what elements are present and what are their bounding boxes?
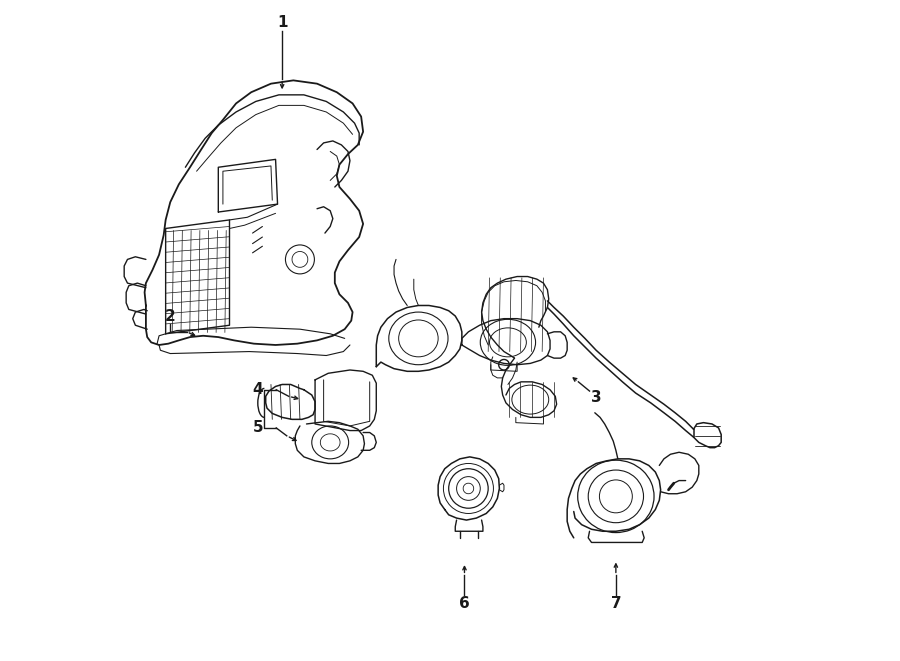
Text: 5: 5 xyxy=(253,420,263,436)
Text: 7: 7 xyxy=(610,596,621,611)
Text: 1: 1 xyxy=(277,15,287,30)
Text: 3: 3 xyxy=(590,390,601,405)
Text: 4: 4 xyxy=(253,382,263,397)
Text: 2: 2 xyxy=(165,309,176,323)
Text: 6: 6 xyxy=(459,596,470,611)
